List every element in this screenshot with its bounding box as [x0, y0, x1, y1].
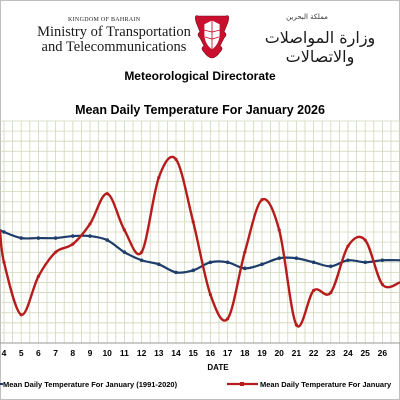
normal-point	[105, 238, 109, 242]
x-tick-label: 9	[88, 348, 93, 358]
x-tick-label: 25	[360, 348, 370, 358]
normal-point	[88, 234, 92, 238]
x-tick-label: 8	[70, 348, 75, 358]
current-point	[380, 282, 384, 287]
current-point	[36, 274, 41, 278]
current-point	[88, 222, 92, 226]
arabic-kingdom-label: مملكة البحرين	[286, 13, 328, 21]
normal-point	[329, 264, 333, 269]
current-point	[329, 290, 333, 295]
x-tick-label: 19	[257, 348, 267, 358]
chart-subtitle: Meteorological Directorate	[124, 69, 276, 83]
normal-point	[174, 270, 178, 275]
ministry-name: Ministry of Transportation and Telecommu…	[34, 25, 194, 55]
x-tick-label: 7	[53, 348, 58, 358]
current-point	[191, 220, 195, 224]
x-tick-label: 10	[102, 348, 112, 358]
legend-label-current: Mean Daily Temperature For January	[260, 380, 392, 389]
x-tick-label: 23	[326, 348, 336, 358]
current-point	[19, 313, 23, 317]
ministry-name-line1: Ministry of Transportation	[37, 24, 191, 40]
normal-point	[19, 236, 24, 240]
current-point	[346, 244, 350, 248]
normal-point	[277, 256, 282, 261]
arabic-ministry-name: وزارة المواصلات والاتصالات	[264, 28, 376, 66]
current-point	[243, 250, 247, 254]
x-axis-label: DATE	[207, 363, 229, 372]
current-point	[157, 175, 161, 180]
x-tick-label: 24	[343, 348, 353, 358]
x-tick-label: 18	[240, 348, 250, 358]
current-point	[174, 157, 178, 161]
chart-title: Mean Daily Temperature For January 2026	[75, 103, 325, 117]
x-tick-label: 14	[171, 348, 181, 358]
x-tick-label: 21	[292, 348, 302, 358]
current-point	[277, 228, 281, 232]
current-point	[2, 260, 6, 264]
current-point	[226, 317, 230, 321]
normal-point	[346, 258, 350, 263]
normal-point	[2, 230, 6, 234]
normal-point	[225, 260, 230, 265]
x-tick-label: 12	[137, 348, 147, 358]
current-point	[208, 292, 212, 297]
normal-point	[71, 234, 75, 238]
series-line-current	[0, 155, 400, 328]
current-point	[312, 288, 316, 293]
normal-point	[294, 256, 299, 261]
normal-point	[139, 258, 144, 263]
legend-label-normal: Mean Daily Temperature For January (1991…	[3, 380, 178, 389]
normal-point	[243, 266, 247, 271]
x-tick-label: 6	[36, 348, 41, 358]
normal-point	[53, 236, 58, 240]
normal-point	[208, 260, 213, 265]
normal-point	[260, 262, 264, 267]
x-tick-label: 22	[309, 348, 319, 358]
x-tick-label: 4	[2, 348, 7, 358]
x-tick-label: 26	[378, 348, 388, 358]
x-tick-label: 20	[274, 348, 284, 358]
current-point	[122, 228, 126, 232]
current-point	[105, 192, 109, 196]
normal-point	[363, 260, 368, 265]
kingdom-label: KINGDOM OF BAHRAIN	[68, 17, 141, 23]
current-point	[71, 242, 75, 246]
x-tick-label: 15	[188, 348, 198, 358]
normal-point	[157, 262, 161, 267]
ministry-name-line2: and Telecommunications	[41, 39, 187, 55]
bahrain-emblem-icon	[195, 15, 229, 59]
normal-point	[380, 258, 385, 263]
normal-point	[311, 260, 316, 265]
current-point	[260, 198, 264, 202]
x-tick-label: 17	[223, 348, 233, 358]
current-point	[140, 250, 144, 254]
normal-point	[36, 236, 41, 240]
current-point	[294, 323, 298, 327]
legend-marker-current	[240, 382, 244, 386]
x-tick-label: 11	[120, 348, 129, 358]
normal-point	[191, 268, 195, 273]
ministry-header: KINGDOM OF BAHRAIN Ministry of Transport…	[0, 0, 400, 66]
x-tick-label: 5	[19, 348, 24, 358]
current-point	[363, 238, 367, 242]
normal-point	[122, 250, 127, 254]
current-point	[54, 250, 58, 254]
x-tick-label: 13	[154, 348, 164, 358]
x-tick-label: 16	[206, 348, 216, 358]
